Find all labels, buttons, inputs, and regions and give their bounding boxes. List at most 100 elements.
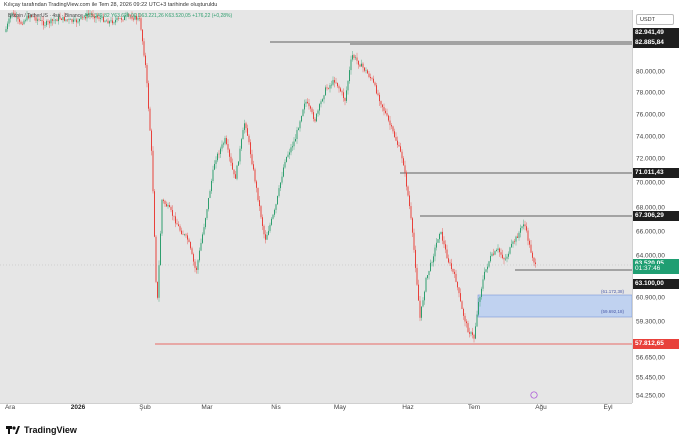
candle-body: [139, 18, 140, 19]
candle-body: [467, 323, 469, 333]
candle-body: [296, 130, 298, 139]
candle-body: [328, 88, 329, 89]
candle-body: [76, 19, 77, 23]
price-tick-4: 72.000,00: [636, 155, 665, 163]
candle-body: [193, 254, 194, 262]
candle-body: [457, 281, 458, 288]
candle-body: [347, 81, 349, 91]
candle-body: [433, 256, 434, 263]
candle-body: [520, 228, 521, 233]
candle-body: [146, 65, 148, 84]
price-label-5: 63.100,00: [633, 279, 679, 289]
candle-body: [22, 23, 23, 25]
candle-body: [118, 17, 119, 19]
candle-body: [244, 123, 245, 131]
candle-body: [154, 191, 155, 237]
candle-body: [535, 262, 536, 265]
candle-body: [458, 287, 460, 294]
price-chart[interactable]: [0, 10, 632, 403]
candle-body: [121, 18, 122, 20]
candle-body: [439, 233, 440, 240]
candle-body: [16, 16, 17, 18]
candle-body: [178, 224, 179, 227]
candle-body: [209, 191, 211, 198]
time-label-8: Ağu: [535, 404, 547, 411]
candle-body: [83, 16, 85, 18]
candle-body: [490, 255, 491, 262]
chart-area[interactable]: [0, 10, 632, 403]
candle-body: [422, 300, 424, 307]
candle-body: [277, 195, 278, 205]
candle-body: [28, 15, 29, 19]
symbol-name: Bitcoin / TetherUS · 4sa · Binance: [8, 13, 83, 19]
candle-body: [499, 248, 500, 253]
candle-body: [259, 200, 260, 207]
candle-body: [86, 13, 88, 19]
candle-body: [526, 226, 527, 231]
candle-body: [8, 18, 10, 24]
candle-body: [61, 18, 62, 20]
candle-body: [524, 224, 526, 227]
candle-body: [494, 251, 496, 255]
candle-body: [343, 92, 344, 99]
candle-body: [481, 288, 482, 297]
tradingview-logo[interactable]: TradingView: [6, 425, 77, 435]
candle-body: [62, 16, 64, 20]
candle-body: [248, 135, 250, 143]
candle-body: [101, 16, 103, 18]
candle-body: [287, 154, 289, 157]
candle-body: [532, 252, 533, 258]
currency-selector[interactable]: USDT: [636, 14, 674, 25]
candle-body: [460, 293, 461, 302]
candle-body: [452, 268, 454, 272]
candle-body: [466, 321, 467, 324]
candle-body: [196, 267, 197, 270]
price-axis[interactable]: [632, 10, 680, 403]
candle-body: [293, 141, 295, 147]
candle-body: [31, 15, 32, 17]
candle-body: [361, 63, 362, 67]
candle-body: [284, 161, 286, 168]
candle-body: [364, 67, 365, 71]
candle-body: [214, 163, 215, 170]
candle-body: [85, 16, 86, 19]
time-axis[interactable]: [0, 403, 632, 418]
candle-body: [191, 248, 193, 255]
candle-body: [148, 83, 149, 109]
candle-body: [319, 104, 320, 111]
candle-body: [80, 16, 82, 19]
candle-body: [257, 187, 259, 201]
candle-body: [136, 16, 137, 20]
candle-body: [184, 234, 185, 236]
candle-body: [386, 113, 388, 116]
price-tick-13: 54.250,00: [636, 392, 665, 400]
candle-body: [334, 80, 335, 83]
candle-body: [332, 80, 334, 85]
candle-body: [188, 239, 190, 243]
candle-body: [164, 200, 166, 205]
candle-body: [350, 59, 352, 71]
candle-body: [43, 21, 44, 26]
candle-body: [211, 180, 212, 192]
candle-body: [265, 234, 266, 240]
candle-body: [286, 156, 287, 162]
candle-body: [310, 106, 311, 109]
candle-body: [469, 332, 470, 334]
candle-body: [358, 60, 359, 65]
candle-body: [394, 131, 395, 137]
candle-body: [523, 224, 524, 227]
candle-body: [11, 12, 13, 16]
candle-body: [227, 144, 229, 150]
candle-body: [356, 57, 358, 61]
candle-body: [41, 20, 43, 22]
brand-name: TradingView: [24, 425, 77, 435]
candle-body: [373, 78, 374, 83]
candle-body: [127, 14, 128, 16]
candle-body: [119, 18, 121, 19]
candle-body: [29, 15, 31, 19]
candle-body: [413, 232, 415, 250]
candle-body: [140, 18, 142, 30]
candle-body: [398, 144, 400, 147]
candle-body: [367, 70, 368, 74]
candle-body: [362, 63, 364, 68]
